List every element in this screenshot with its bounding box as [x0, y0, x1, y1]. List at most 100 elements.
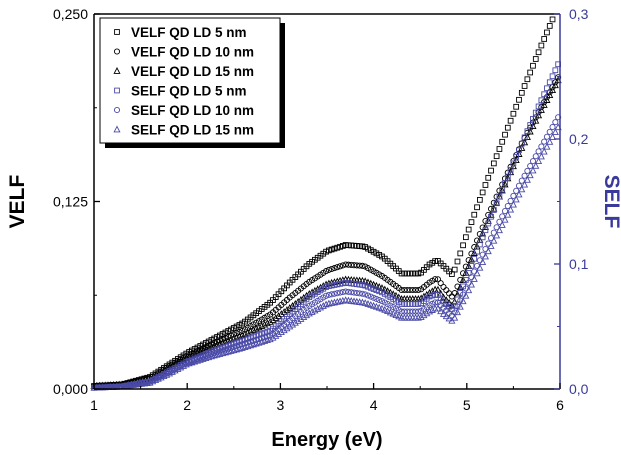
legend-label: SELF QD LD 10 nm: [131, 103, 254, 118]
data-point: [513, 153, 520, 160]
legend-label: VELF QD LD 10 nm: [131, 45, 254, 60]
data-point: [532, 116, 540, 124]
data-point: [490, 236, 498, 244]
data-point: [266, 317, 274, 325]
data-point: [488, 213, 494, 220]
x-axis-title: Energy (eV): [271, 429, 382, 451]
data-point: [336, 263, 344, 270]
data-point: [434, 276, 441, 283]
data-point: [294, 316, 302, 324]
tick-labels: 1 2 3 4 5 6 0,000 0,125 0,250 0,0 0,1 0,2 0,3: [53, 6, 589, 413]
data-point: [311, 306, 319, 314]
data-point: [277, 328, 285, 335]
data-point: [460, 291, 467, 298]
legend: VELF QD LD 5 nm VELF QD LD 10 nm VELF QD L…: [99, 17, 285, 148]
data-point: [359, 262, 366, 269]
data-point: [165, 369, 174, 377]
data-point: [535, 148, 542, 155]
data-point: [479, 258, 487, 265]
data-point: [532, 56, 539, 62]
data-point: [389, 309, 397, 317]
data-point: [515, 182, 523, 189]
data-point: [549, 16, 556, 23]
data-point: [526, 171, 534, 179]
data-point: [479, 234, 486, 241]
data-point: [518, 89, 525, 96]
data-point: [272, 314, 280, 321]
legend-label: SELF QD LD 5 nm: [131, 84, 247, 99]
data-point: [454, 296, 461, 303]
legend-marker: [113, 125, 121, 133]
data-point: [510, 192, 517, 199]
data-point: [146, 378, 154, 386]
data-point: [493, 231, 501, 239]
series-6: [90, 123, 562, 391]
data-point: [552, 119, 559, 126]
data-point: [546, 137, 554, 145]
data-point: [546, 23, 553, 29]
data-point: [440, 283, 447, 291]
data-point: [314, 305, 322, 312]
data-point: [378, 298, 386, 305]
data-point: [168, 368, 176, 375]
data-point: [482, 227, 489, 234]
data-point: [451, 313, 459, 321]
data-point: [504, 173, 511, 180]
data-point: [460, 270, 467, 277]
data-point: [392, 311, 400, 318]
data-point: [521, 180, 529, 188]
data-point: [549, 73, 556, 80]
data-point: [208, 341, 215, 348]
data-point: [171, 366, 179, 374]
data-point: [339, 262, 346, 269]
legend-marker: [114, 87, 120, 94]
data-point: [521, 172, 528, 179]
data-point: [258, 322, 266, 329]
data-point: [487, 242, 495, 249]
legend-marker: [113, 67, 121, 74]
data-point: [378, 304, 386, 312]
data-point: [495, 226, 503, 234]
legend-label: SELF QD LD 15 nm: [131, 123, 254, 138]
data-point: [331, 265, 338, 272]
data-point: [471, 211, 478, 218]
data-point: [437, 280, 444, 287]
data-point: [498, 221, 506, 228]
data-point: [367, 293, 374, 300]
data-point: [319, 302, 327, 309]
data-point: [448, 293, 455, 300]
data-point: [288, 320, 297, 328]
legend-item: VELF QD LD 10 nm: [113, 45, 254, 60]
right-y-tick-label: 0,3: [569, 6, 589, 22]
data-point: [543, 133, 551, 140]
data-point: [529, 166, 537, 174]
data-point: [415, 286, 422, 294]
legend-marker: [113, 48, 121, 55]
data-point: [510, 110, 517, 117]
data-point: [538, 143, 545, 150]
data-point: [471, 255, 478, 262]
data-point: [370, 294, 377, 301]
data-point: [523, 175, 531, 183]
data-point: [325, 266, 332, 273]
data-point: [423, 309, 431, 317]
data-point: [443, 287, 450, 294]
legend-item: VELF QD LD 15 nm: [113, 64, 254, 79]
data-point: [205, 342, 212, 349]
data-point: [544, 85, 550, 92]
legend-marker: [114, 29, 120, 35]
data-point: [160, 372, 168, 380]
x-tick-label: 6: [556, 397, 564, 413]
data-point: [546, 128, 553, 135]
data-point: [488, 167, 494, 174]
data-point: [485, 220, 492, 227]
data-point: [546, 79, 553, 86]
data-point: [524, 167, 531, 174]
data-point: [468, 263, 475, 269]
data-point: [532, 109, 539, 116]
data-point: [507, 167, 514, 173]
data-point: [527, 162, 534, 170]
left-y-tick-label: 0,250: [53, 6, 88, 22]
data-point: [524, 128, 531, 135]
